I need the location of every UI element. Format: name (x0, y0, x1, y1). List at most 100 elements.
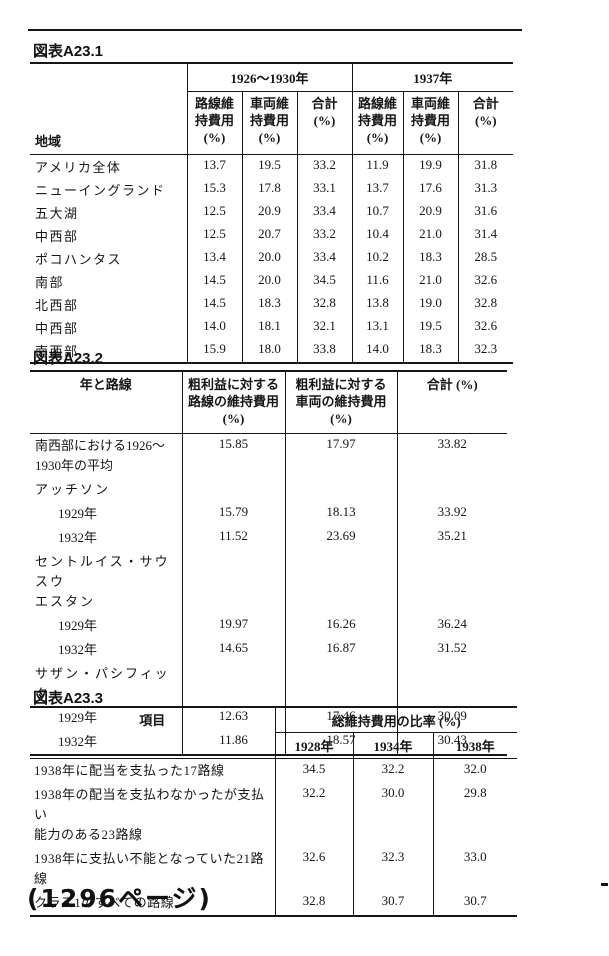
value-cell: 32.6 (457, 270, 514, 293)
value-cell: 32.2 (274, 783, 353, 847)
value-cell (396, 662, 507, 706)
table-row: 五大湖 12.5 20.9 33.4 10.7 20.9 31.6 (30, 201, 514, 224)
value-cell: 17.6 (402, 178, 459, 201)
page-number-note: (1296ページ) (27, 884, 212, 913)
row-label: 1932年 (58, 642, 98, 657)
value-cell: 31.52 (396, 638, 507, 662)
value-cell: 20.7 (241, 224, 297, 247)
value-cell: 14.0 (351, 339, 404, 363)
value-cell: 16.26 (284, 614, 397, 638)
value-cell: 12.5 (186, 224, 242, 247)
table3-year-header-row: 1928年 1934年 1938年 (30, 732, 517, 759)
value-cell: 14.5 (186, 270, 242, 293)
table3-group-header-row: 項目 総維持費用の比率 (%) (30, 707, 517, 759)
value-cell: 10.2 (351, 247, 404, 270)
table-row: ニューイングランド 15.3 17.8 33.1 13.7 17.6 31.3 (30, 178, 514, 201)
value-cell: 14.65 (181, 638, 285, 662)
value-cell (396, 550, 507, 614)
value-cell: 12.5 (186, 201, 242, 224)
value-cell: 13.8 (351, 293, 404, 316)
column-header-total: 合計 (%) (396, 371, 507, 434)
value-cell: 32.3 (457, 339, 514, 363)
value-cell: 21.0 (402, 224, 459, 247)
value-cell: 32.1 (296, 316, 353, 339)
value-cell (181, 662, 285, 706)
figure3-title: 図表A23.3 (33, 690, 104, 707)
value-cell: 11.52 (181, 526, 285, 550)
value-cell: 33.8 (296, 339, 353, 363)
value-cell: 11.6 (351, 270, 404, 293)
table-row: 1929年 15.79 18.13 33.92 (30, 502, 507, 526)
value-cell: 33.4 (296, 247, 353, 270)
value-cell: 10.4 (351, 224, 404, 247)
column-header-year-line: 年と路線 (30, 371, 182, 434)
row-label: 中西部 (35, 229, 79, 244)
value-cell (181, 478, 285, 502)
value-cell: 33.2 (296, 224, 353, 247)
column-header-vehicle-cost-of-gross: 粗利益に対する 車両の維持費用 (%) (284, 371, 397, 434)
row-label: クラス1のすべての路線 (34, 895, 175, 910)
row-label: ニューイングランド (35, 183, 166, 198)
table-row: 1938年に配当を支払った17路線 34.5 32.2 32.0 (30, 758, 517, 783)
row-label: 1938年に支払い不能となっていた21路線 (34, 851, 264, 886)
value-cell (396, 478, 507, 502)
value-cell: 20.9 (402, 201, 459, 224)
table1-group-header-row: 地域 1926～1930年 1937年 (30, 63, 514, 155)
table-a23-1: 地域 1926～1930年 1937年 路線維 持費用 (%) 車両維 持費用 … (30, 62, 514, 364)
row-label: セントルイス・サウスウ エスタン (35, 554, 170, 609)
value-cell: 13.7 (186, 154, 242, 178)
value-cell: 19.9 (402, 154, 459, 178)
value-cell: 32.8 (274, 891, 353, 916)
table-row: クラス1のすべての路線 32.8 30.7 30.7 (30, 891, 517, 916)
value-cell: 33.92 (396, 502, 507, 526)
value-cell: 18.3 (241, 293, 297, 316)
value-cell: 31.4 (457, 224, 514, 247)
value-cell: 31.8 (457, 154, 514, 178)
row-label: 南部 (35, 275, 65, 290)
table-row: セントルイス・サウスウ エスタン (30, 550, 507, 614)
value-cell: 32.8 (457, 293, 514, 316)
table-row: アメリカ全体 13.7 19.5 33.2 11.9 19.9 31.8 (30, 154, 514, 178)
column-header-item: 項目 (30, 707, 275, 759)
value-cell: 16.87 (284, 638, 397, 662)
column-header-track-cost-2: 路線維 持費用 (%) (351, 91, 404, 155)
value-cell (284, 550, 397, 614)
value-cell: 32.2 (352, 758, 433, 783)
value-cell: 20.9 (241, 201, 297, 224)
value-cell: 32.6 (457, 316, 514, 339)
column-header-1928: 1928年 (274, 732, 353, 759)
value-cell: 15.9 (186, 339, 242, 363)
value-cell: 32.0 (432, 758, 517, 783)
table-a23-3: 項目 総維持費用の比率 (%) 1928年 1934年 1938年 1938年に… (30, 706, 517, 917)
table-row: 中西部 12.5 20.7 33.2 10.4 21.0 31.4 (30, 224, 514, 247)
table1-sub-header-row: 路線維 持費用 (%) 車両維 持費用 (%) 合計 (%) 路線維 持費用 (… (30, 91, 514, 155)
value-cell: 18.13 (284, 502, 397, 526)
value-cell: 15.79 (181, 502, 285, 526)
table-row: 南西部 15.9 18.0 33.8 14.0 18.3 32.3 (30, 339, 514, 363)
value-cell (284, 662, 397, 706)
group-header-total-cost-ratio: 総維持費用の比率 (%) (274, 707, 517, 733)
row-label: 1938年の配当を支払わなかったが支払い 能力のある23路線 (34, 787, 265, 842)
value-cell: 13.7 (351, 178, 404, 201)
row-label: アメリカ全体 (35, 160, 122, 175)
row-label: 1932年 (58, 530, 98, 545)
value-cell: 29.8 (432, 783, 517, 847)
value-cell: 21.0 (402, 270, 459, 293)
row-label: 1938年に配当を支払った17路線 (34, 763, 225, 778)
table-row: 南部 14.5 20.0 34.5 11.6 21.0 32.6 (30, 270, 514, 293)
column-header-vehicle-cost-2: 車両維 持費用 (%) (402, 91, 459, 155)
column-header-1938: 1938年 (432, 732, 517, 759)
value-cell: 13.1 (351, 316, 404, 339)
table-row: 南西部における1926～ 1930年の平均 15.85 17.97 33.82 (30, 433, 507, 478)
table-row: 1929年 19.97 16.26 36.24 (30, 614, 507, 638)
value-cell: 19.97 (181, 614, 285, 638)
table-row: サザン・パシフィック (30, 662, 507, 706)
table-row: 1932年 11.52 23.69 35.21 (30, 526, 507, 550)
value-cell (284, 478, 397, 502)
value-cell: 32.8 (296, 293, 353, 316)
value-cell: 33.1 (296, 178, 353, 201)
table-row: 1938年に支払い不能となっていた21路線 32.6 32.3 33.0 (30, 847, 517, 891)
value-cell: 15.3 (186, 178, 242, 201)
column-header-region: 地域 (30, 63, 187, 155)
